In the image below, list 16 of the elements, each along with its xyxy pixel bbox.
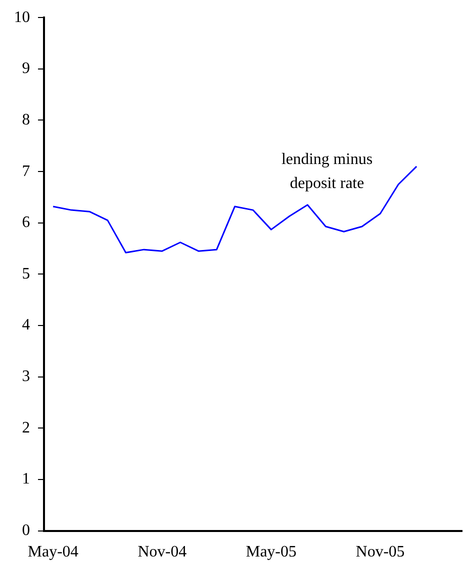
annotation: lending minus deposit rate [280,150,374,194]
x-tick-label: May-04 [28,544,78,561]
y-tick-label: 7 [22,162,30,180]
x-tick-label: May-05 [246,544,296,561]
y-tick-label: 4 [22,316,30,334]
y-tick-label: 1 [22,470,30,488]
y-tick-label: 0 [22,522,30,540]
x-tick-label: Nov-04 [138,544,187,561]
y-tick-label: 5 [22,265,30,282]
y-tick-label: 3 [22,368,30,386]
x-tick-label: Nov-05 [356,544,405,561]
y-tick-label: 10 [14,8,30,26]
y-tick-label: 9 [22,60,30,78]
y-tick-label: 6 [22,214,30,232]
y-tick-label: 2 [22,419,30,436]
y-tick-label: 8 [22,111,30,128]
